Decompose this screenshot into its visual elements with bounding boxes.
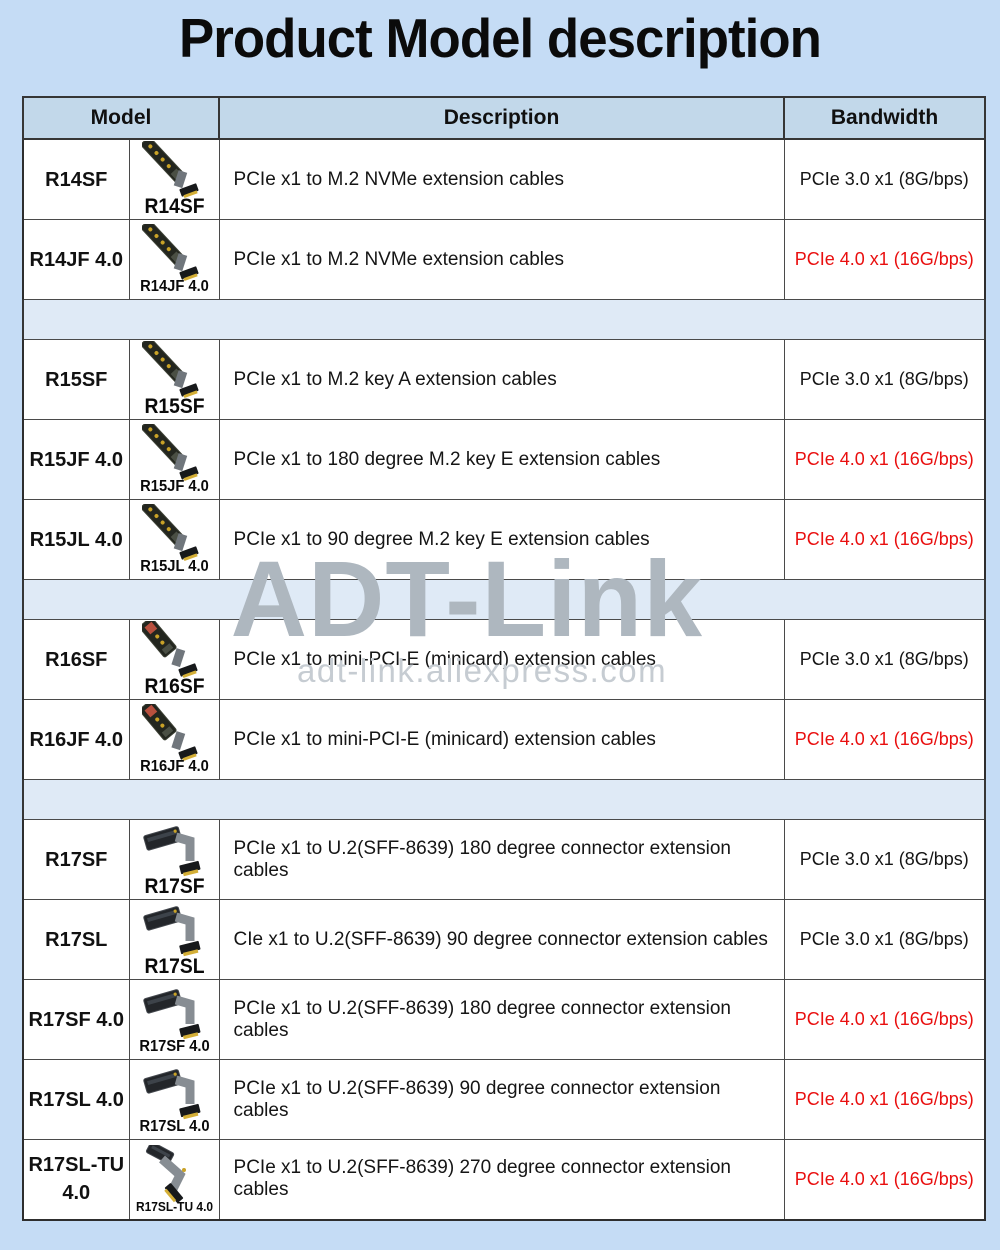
product-description: PCIe x1 to M.2 NVMe extension cables	[218, 219, 785, 300]
bandwidth-value: PCIe 3.0 x1 (8G/bps)	[783, 899, 986, 980]
model-name: R14JF 4.0	[22, 219, 130, 300]
model-name: R17SL-TU 4.0	[22, 1139, 130, 1220]
product-image-cell: R14SF	[128, 138, 220, 220]
product-image-caption: R14JF 4.0	[139, 277, 209, 295]
u2-wye-cable-icon	[130, 1144, 218, 1203]
m2-stick-cable-icon	[130, 341, 218, 399]
bandwidth-value: PCIe 3.0 x1 (8G/bps)	[783, 138, 986, 220]
spacer-row	[21, 579, 987, 620]
u2-block-cable-icon	[130, 984, 218, 1042]
model-name: R15JL 4.0	[22, 499, 130, 580]
page-title: Product Model description	[179, 7, 822, 69]
table-row: R17SL 4.0 R17SL 4.0 PCIe x1 to U.2(SFF-86…	[22, 1059, 986, 1140]
model-name: R16SF	[22, 619, 130, 700]
product-image-cell: R14JF 4.0	[128, 219, 220, 300]
bandwidth-value: PCIe 4.0 x1 (16G/bps)	[783, 499, 986, 580]
spacer-cell	[21, 299, 987, 340]
product-description: PCIe x1 to U.2(SFF-8639) 180 degree conn…	[218, 819, 785, 900]
product-image-caption: R15JF 4.0	[139, 477, 209, 495]
table-row: R14SF R14SF PCIe x1 to M.2 NVMe extension…	[22, 138, 986, 220]
product-description: PCIe x1 to 180 degree M.2 key E extensio…	[218, 419, 785, 500]
product-description: PCIe x1 to M.2 key A extension cables	[218, 339, 785, 420]
product-description: CIe x1 to U.2(SFF-8639) 90 degree connec…	[218, 899, 785, 980]
m2-stick-cable-icon	[130, 223, 218, 282]
product-image-cell: R15JF 4.0	[128, 419, 220, 500]
product-description: PCIe x1 to M.2 NVMe extension cables	[218, 138, 785, 220]
table-row: R17SL R17SL CIe x1 to U.2(SFF-8639) 90 de…	[22, 899, 986, 980]
product-image-caption: R17SL	[143, 955, 205, 978]
product-image-caption: R17SL 4.0	[138, 1117, 210, 1135]
product-image-cell: R17SL 4.0	[128, 1059, 220, 1140]
m2-stick-cable-icon	[130, 503, 218, 562]
col-header-bandwidth: Bandwidth	[783, 96, 987, 140]
model-name: R15SF	[22, 339, 130, 420]
u2-block-cable-icon	[130, 821, 218, 879]
product-description: PCIe x1 to mini-PCI-E (minicard) extensi…	[218, 619, 785, 700]
bandwidth-value: PCIe 3.0 x1 (8G/bps)	[783, 819, 986, 900]
product-description: PCIe x1 to U.2(SFF-8639) 90 degree conne…	[218, 1059, 785, 1140]
product-image-cell: R17SF 4.0	[128, 979, 220, 1060]
product-description: PCIe x1 to 90 degree M.2 key E extension…	[218, 499, 785, 580]
m2-stick-cable-icon	[130, 141, 218, 199]
model-name: R17SL	[22, 899, 130, 980]
minipcie-stick-cable-icon	[130, 621, 218, 679]
m2-stick-cable-icon	[130, 423, 218, 482]
model-name: R16JF 4.0	[22, 699, 130, 780]
bandwidth-value: PCIe 4.0 x1 (16G/bps)	[783, 219, 986, 300]
col-header-description: Description	[218, 96, 786, 140]
minipcie-stick-cable-icon	[130, 703, 218, 762]
product-description: PCIe x1 to U.2(SFF-8639) 180 degree conn…	[218, 979, 785, 1060]
spacer-cell	[21, 579, 987, 620]
table-row: R17SF 4.0 R17SF 4.0 PCIe x1 to U.2(SFF-86…	[22, 979, 986, 1060]
product-model-table: Model Description Bandwidth R14SF R14SF P…	[21, 96, 987, 1221]
col-header-model: Model	[21, 96, 221, 140]
table-row: R17SL-TU 4.0 R17SL-TU 4.0 PCIe x1 to U.2(…	[22, 1139, 986, 1220]
product-image-cell: R15SF	[128, 339, 220, 420]
table-row: R15JF 4.0 R15JF 4.0 PCIe x1 to 180 degree…	[22, 419, 986, 500]
product-image-caption: R16SF	[143, 675, 205, 698]
spacer-row	[21, 779, 987, 820]
product-image-cell: R17SF	[128, 819, 220, 900]
product-image-cell: R16SF	[128, 619, 220, 700]
table-row: R14JF 4.0 R14JF 4.0 PCIe x1 to M.2 NVMe e…	[22, 219, 986, 300]
product-image-cell: R17SL-TU 4.0	[128, 1139, 220, 1220]
product-description: PCIe x1 to U.2(SFF-8639) 270 degree conn…	[218, 1139, 785, 1220]
bandwidth-value: PCIe 4.0 x1 (16G/bps)	[783, 1139, 986, 1220]
bandwidth-value: PCIe 4.0 x1 (16G/bps)	[783, 419, 986, 500]
product-image-cell: R15JL 4.0	[128, 499, 220, 580]
bandwidth-value: PCIe 3.0 x1 (8G/bps)	[783, 339, 986, 420]
spacer-cell	[21, 779, 987, 820]
model-name: R14SF	[22, 138, 130, 220]
product-image-cell: R17SL	[128, 899, 220, 980]
model-name: R17SF 4.0	[22, 979, 130, 1060]
product-image-caption: R17SF	[143, 875, 205, 898]
model-name: R17SF	[22, 819, 130, 900]
product-image-caption: R16JF 4.0	[139, 757, 209, 775]
bandwidth-value: PCIe 3.0 x1 (8G/bps)	[783, 619, 986, 700]
u2-block-cable-icon	[130, 1064, 218, 1122]
table-row: R17SF R17SF PCIe x1 to U.2(SFF-8639) 180 …	[22, 819, 986, 900]
product-image-caption: R15SF	[143, 395, 205, 418]
bandwidth-value: PCIe 4.0 x1 (16G/bps)	[783, 699, 986, 780]
bandwidth-value: PCIe 4.0 x1 (16G/bps)	[783, 979, 986, 1060]
model-name: R17SL 4.0	[22, 1059, 130, 1140]
table-row: R15JL 4.0 R15JL 4.0 PCIe x1 to 90 degree …	[22, 499, 986, 580]
header-row: Model Description Bandwidth	[21, 96, 987, 140]
product-description: PCIe x1 to mini-PCI-E (minicard) extensi…	[218, 699, 785, 780]
model-name: R15JF 4.0	[22, 419, 130, 500]
product-image-caption: R15JL 4.0	[139, 557, 209, 575]
product-image-caption: R17SF 4.0	[138, 1037, 210, 1055]
table-row: R16JF 4.0 R16JF 4.0 PCIe x1 to mini-PCI-E…	[22, 699, 986, 780]
product-image-cell: R16JF 4.0	[128, 699, 220, 780]
product-image-caption: R14SF	[143, 195, 205, 218]
spacer-row	[21, 299, 987, 340]
u2-block-cable-icon	[130, 901, 218, 959]
product-image-caption: R17SL-TU 4.0	[135, 1198, 213, 1214]
bandwidth-value: PCIe 4.0 x1 (16G/bps)	[783, 1059, 986, 1140]
table-row: R16SF R16SF PCIe x1 to mini-PCI-E (minica…	[22, 619, 986, 700]
table-row: R15SF R15SF PCIe x1 to M.2 key A extensio…	[22, 339, 986, 420]
